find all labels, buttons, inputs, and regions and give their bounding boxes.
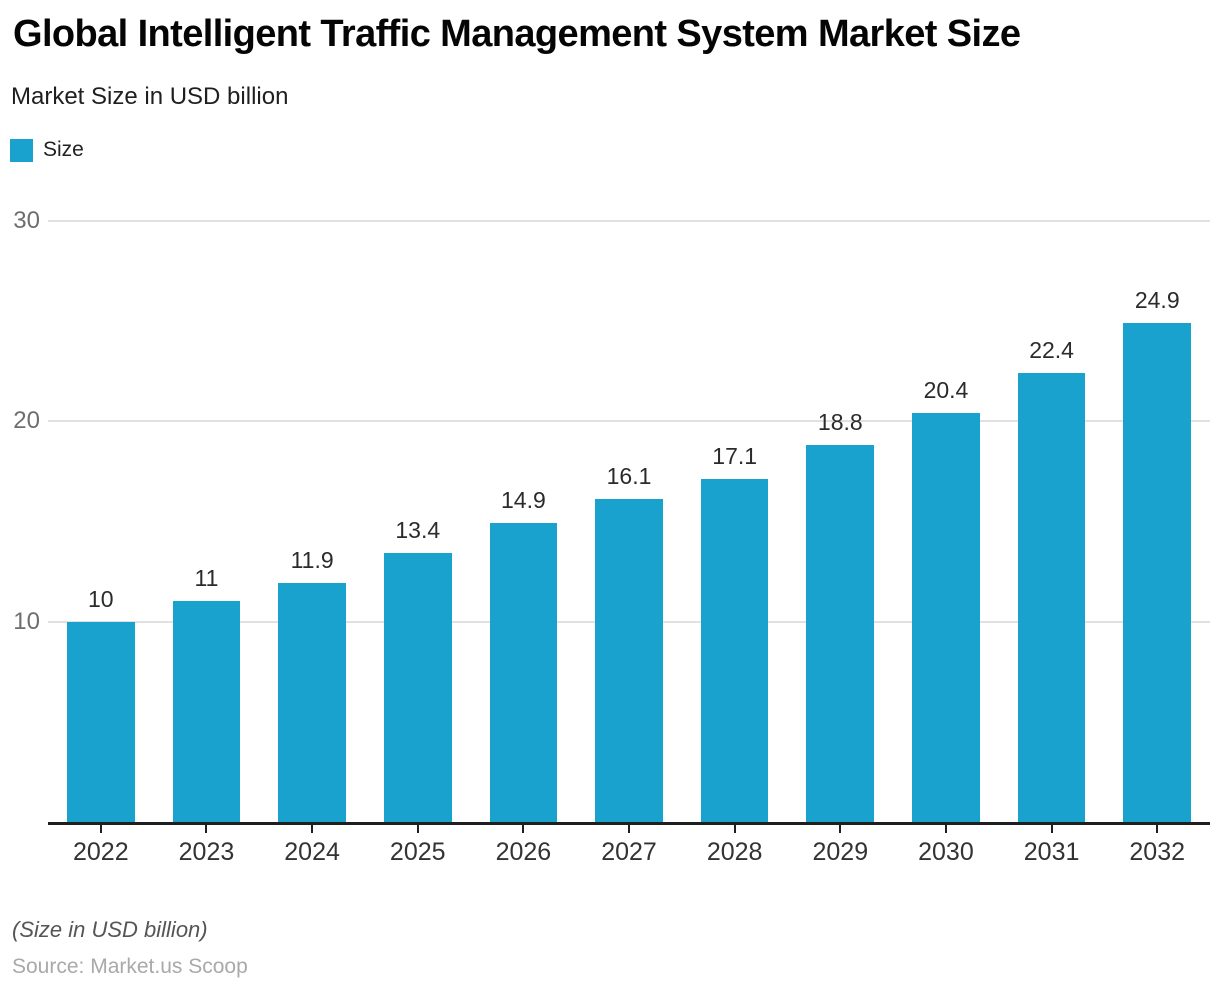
x-tick-label: 2030: [918, 838, 974, 866]
footnote: (Size in USD billion): [12, 917, 208, 942]
bar: [67, 621, 135, 822]
x-axis-tick: [416, 825, 419, 833]
x-axis-labels: 2022 2023 2024 2025 2026 2027 2028 2029 2030 2031…: [48, 838, 1210, 867]
gridline: [48, 420, 1210, 422]
plot-area: 10 11 11.9 13.4 14.9 16.1 17.1 18.8 20.4 22.4 24.9: [48, 200, 1210, 833]
bar-cell: 18.8: [787, 200, 893, 833]
x-axis-tick: [839, 825, 842, 833]
x-tick-label: 2027: [601, 838, 657, 866]
chart-subtitle: Market Size in USD billion: [11, 83, 289, 110]
gridline: [48, 219, 1210, 222]
bar: [383, 553, 452, 822]
x-tick-label: 2025: [389, 838, 446, 866]
x-tick-label: 2023: [178, 838, 235, 866]
bar-value-label: 17.1: [712, 443, 758, 470]
bar-cell: 17.1: [682, 200, 788, 833]
x-axis-tick: [944, 825, 947, 833]
x-axis-tick: [733, 825, 736, 833]
bar-value-label: 16.1: [606, 463, 652, 490]
bar-value-label: 13.4: [395, 517, 441, 544]
legend-swatch-icon: [10, 138, 33, 162]
bar-value-label: 11.9: [290, 547, 334, 574]
bar-cell: 16.1: [576, 200, 682, 833]
bar: [278, 583, 346, 822]
bar-cell: 10: [48, 200, 154, 833]
x-axis-tick: [99, 825, 102, 833]
source-credit: Source: Market.us Scoop: [12, 955, 248, 978]
bar-cell: 22.4: [999, 200, 1105, 833]
x-axis-line: [48, 822, 1210, 825]
x-tick-label: 2031: [1023, 838, 1080, 866]
bar: [1123, 322, 1192, 822]
bar-value-label: 14.9: [501, 487, 546, 514]
bar: [1017, 372, 1086, 822]
legend-label: Size: [43, 138, 84, 161]
x-axis-tick: [1050, 825, 1053, 833]
bar-value-label: 18.8: [817, 409, 863, 436]
bar-cell: 13.4: [365, 200, 471, 833]
x-tick-label: 2029: [812, 838, 869, 866]
x-axis-tick: [311, 825, 314, 833]
x-tick-label: 2028: [706, 838, 763, 866]
chart-title: Global Intelligent Traffic Management Sy…: [13, 13, 1021, 55]
bar-value-label: 11: [194, 565, 219, 592]
y-tick-label: 20: [13, 407, 40, 434]
legend: Size: [10, 138, 84, 162]
bar-value-label: 24.9: [1134, 286, 1180, 313]
bar: [172, 601, 241, 822]
x-axis-tick: [205, 825, 208, 833]
bar-cell: 20.4: [893, 200, 999, 833]
bar-chart: 10 20 30 10 11 11.9 13.4 14.9 16.1 17.1 18.8 20.4 2…: [0, 200, 1220, 833]
bar-value-label: 10: [88, 585, 114, 612]
bar-cell: 14.9: [471, 200, 577, 833]
x-axis-tick: [1156, 825, 1159, 833]
bar-cell: 11.9: [259, 200, 365, 833]
x-tick-label: 2026: [495, 838, 552, 866]
bar: [595, 499, 663, 822]
bar-cell: 24.9: [1104, 200, 1210, 833]
bar-value-label: 22.4: [1029, 336, 1074, 363]
bar: [806, 445, 875, 822]
x-tick-label: 2024: [284, 838, 340, 866]
bar-value-label: 20.4: [923, 376, 969, 403]
x-axis-tick: [628, 825, 631, 833]
bar-cell: 11: [154, 200, 260, 833]
y-tick-label: 30: [13, 206, 40, 234]
bar: [700, 479, 769, 822]
x-axis-tick: [522, 825, 525, 833]
bar: [912, 412, 980, 822]
bar: [489, 523, 558, 822]
x-tick-label: 2032: [1129, 838, 1186, 866]
x-tick-label: 2022: [73, 838, 129, 866]
y-tick-label: 10: [13, 607, 40, 635]
